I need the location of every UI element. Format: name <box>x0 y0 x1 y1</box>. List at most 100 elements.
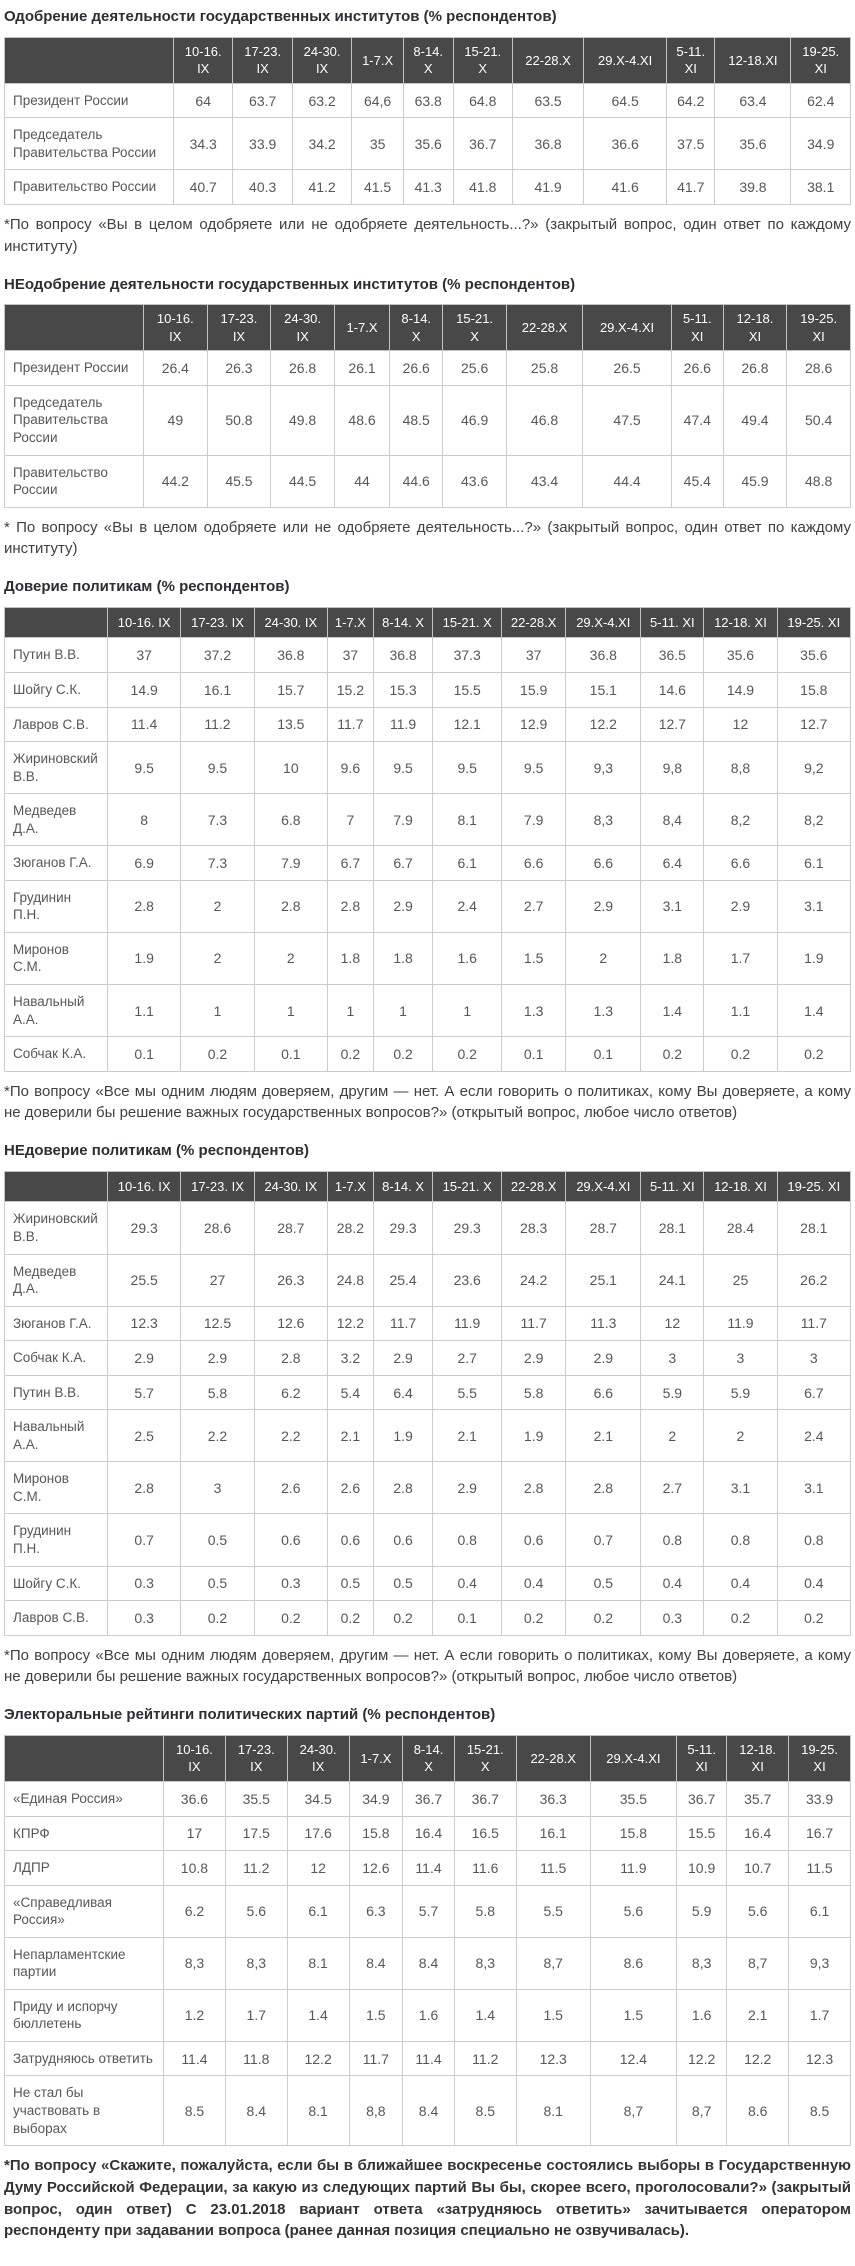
value-cell: 11.4 <box>402 1850 455 1886</box>
table-row: Медведев Д.А. 25.5 27 26.3 24.8 25.4 23.6 24.2 2… <box>4 1253 852 1307</box>
column-header: 19-25. XI <box>776 606 852 639</box>
corner-cell <box>4 36 174 84</box>
value-cell: 2.7 <box>501 879 567 933</box>
value-cell: 0.8 <box>703 1513 778 1567</box>
value-cell: 26.5 <box>582 350 672 386</box>
column-header: 10-16. IX <box>106 606 182 639</box>
value-cell: 0.5 <box>326 1565 374 1602</box>
value-cell: 36.6 <box>163 1781 226 1817</box>
value-cell: 1.4 <box>453 1988 517 2042</box>
value-cell: 15.1 <box>565 672 642 708</box>
value-cell: 8.6 <box>589 1936 678 1990</box>
row-label: Президент России <box>4 350 144 386</box>
column-header: 15-21. X <box>432 1170 503 1203</box>
value-cell: 17.6 <box>286 1815 350 1852</box>
value-cell: 64 <box>172 82 234 119</box>
value-cell: 8,7 <box>676 2075 728 2147</box>
value-cell: 0.2 <box>501 1600 567 1636</box>
column-header: 8-14. X <box>402 36 454 84</box>
value-cell: 6.8 <box>253 793 328 847</box>
value-cell: 36.7 <box>452 117 513 171</box>
value-cell: 7.3 <box>180 845 255 881</box>
value-cell: 3.2 <box>326 1340 374 1376</box>
value-cell: 15.9 <box>501 672 567 708</box>
value-cell: 35.6 <box>402 117 454 171</box>
column-header: 29.X-4.XI <box>589 1734 678 1783</box>
value-cell: 64,6 <box>351 82 404 119</box>
value-cell: 5.8 <box>180 1374 255 1411</box>
value-cell: 63.5 <box>511 82 585 119</box>
row-label: Приду и испорчу бюллетень <box>4 1988 164 2042</box>
value-cell: 2.1 <box>565 1409 642 1463</box>
value-cell: 29.3 <box>106 1201 182 1255</box>
value-cell: 2.8 <box>565 1461 642 1515</box>
row-label: Правительство России <box>4 454 144 508</box>
value-cell: 12 <box>286 1850 350 1886</box>
row-label: Затрудняюсь ответить <box>4 2040 164 2077</box>
value-cell: 0.5 <box>372 1565 434 1602</box>
value-cell: 9.5 <box>372 741 434 795</box>
value-cell: 6.1 <box>286 1884 350 1938</box>
value-cell: 24.2 <box>501 1253 567 1307</box>
value-cell: 12.3 <box>788 2040 851 2077</box>
value-cell: 17.5 <box>224 1815 288 1852</box>
value-cell: 1.5 <box>348 1988 404 2042</box>
value-cell: 2.6 <box>253 1461 328 1515</box>
value-cell: 6.7 <box>372 845 434 881</box>
value-cell: 8.5 <box>788 2075 851 2147</box>
table-row: «Справедливая Россия» 6.2 5.6 6.1 6.3 5.7 5.8 5… <box>4 1884 851 1938</box>
column-header: 12-18. XI <box>703 1170 778 1203</box>
value-cell: 1.5 <box>589 1988 678 2042</box>
value-cell: 2.1 <box>726 1988 790 2042</box>
value-cell: 8.4 <box>348 1936 404 1990</box>
table-row: Жириновский В.В. 9.5 9.5 10 9.6 9.5 9.5 9.5 9,3 9… <box>4 741 852 795</box>
value-cell: 15.5 <box>432 672 503 708</box>
value-cell: 15.3 <box>372 672 434 708</box>
value-cell: 9,2 <box>776 741 852 795</box>
value-cell: 36.6 <box>583 117 668 171</box>
value-cell: 34.9 <box>348 1781 404 1817</box>
value-cell: 24.1 <box>640 1253 705 1307</box>
value-cell: 0.4 <box>501 1565 567 1602</box>
row-label: Собчак К.А. <box>4 1340 108 1376</box>
value-cell: 11.4 <box>402 2040 455 2077</box>
value-cell: 8,2 <box>776 793 852 847</box>
value-cell: 0.2 <box>180 1036 255 1072</box>
value-cell: 12.3 <box>515 2040 591 2077</box>
corner-cell <box>4 1734 164 1783</box>
value-cell: 5.7 <box>402 1884 455 1938</box>
column-header: 22-28.X <box>515 1734 591 1783</box>
value-cell: 7 <box>326 793 374 847</box>
value-cell: 6.7 <box>776 1374 852 1411</box>
value-cell: 3 <box>776 1340 852 1376</box>
value-cell: 28.1 <box>776 1201 852 1255</box>
table-row: Миронов С.М. 1.9 2 2 1.8 1.8 1.6 1.5 2 1.8 1.7 1.9 <box>4 931 852 986</box>
value-cell: 15.8 <box>776 672 852 708</box>
section-disapproval: НЕодобрение деятельности государственных… <box>4 276 851 561</box>
value-cell: 0.5 <box>180 1513 255 1567</box>
value-cell: 34.2 <box>291 117 353 171</box>
table-row: Шойгу С.К. 14.9 16.1 15.7 15.2 15.3 15.5 15.9 15… <box>4 672 852 708</box>
value-cell: 8.6 <box>726 2075 790 2147</box>
value-cell: 47.5 <box>582 384 672 456</box>
value-cell: 36.7 <box>402 1781 455 1817</box>
column-header: 12-18.XI <box>714 36 792 84</box>
value-cell: 2.9 <box>180 1340 255 1376</box>
value-cell: 5.9 <box>676 1884 728 1938</box>
value-cell: 1.1 <box>703 984 778 1038</box>
value-cell: 50.4 <box>786 384 851 456</box>
value-cell: 25.4 <box>372 1253 434 1307</box>
value-cell: 3 <box>640 1340 705 1376</box>
section-trust: Доверие политикам (% респондентов) 10-16… <box>4 578 852 1124</box>
value-cell: 6.2 <box>253 1374 328 1411</box>
row-label: Грудинин П.Н. <box>4 879 108 933</box>
value-cell: 28.7 <box>253 1201 328 1255</box>
column-header: 19-25. XI <box>786 304 851 352</box>
value-cell: 44.2 <box>143 454 208 508</box>
value-cell: 37.5 <box>666 117 716 171</box>
corner-cell <box>4 1170 108 1203</box>
value-cell: 2.9 <box>565 879 642 933</box>
value-cell: 44 <box>333 454 391 508</box>
value-cell: 43.4 <box>505 454 584 508</box>
